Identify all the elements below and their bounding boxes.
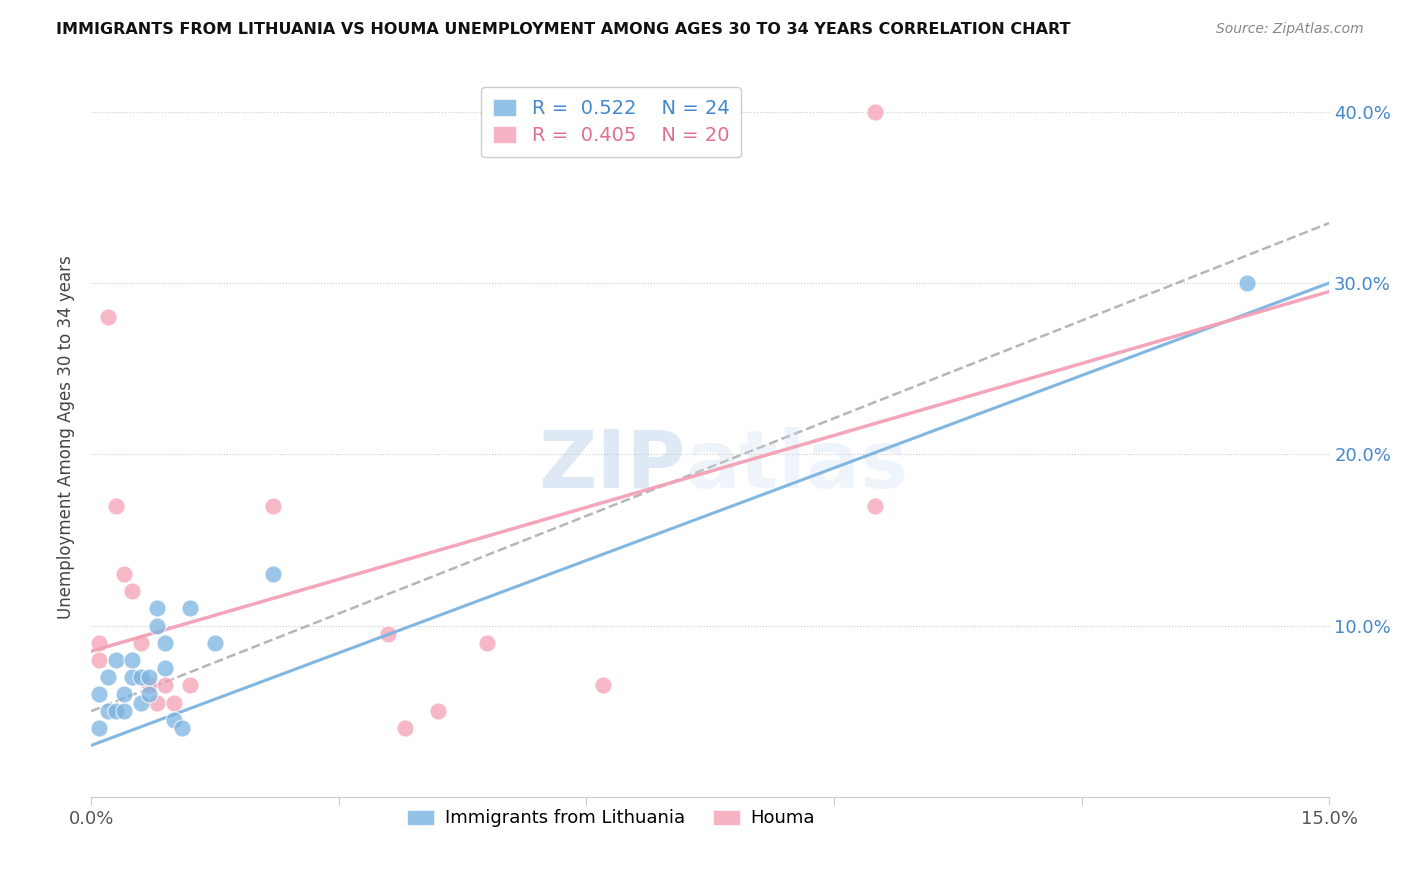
Point (97, 670, 120, 684)
Point (97, 310, 120, 325)
Point (121, 653, 143, 667)
Point (121, 670, 143, 684)
Point (112, 704, 135, 718)
Point (204, 635, 226, 649)
Point (592, 678, 614, 692)
Point (89, 687, 111, 701)
Y-axis label: Unemployment Among Ages 30 to 34 years: Unemployment Among Ages 30 to 34 years (58, 255, 75, 619)
Point (865, 104, 887, 119)
Legend: Immigrants from Lithuania, Houma: Immigrants from Lithuania, Houma (401, 802, 823, 835)
Point (394, 721, 416, 735)
Point (129, 635, 152, 649)
Point (104, 704, 127, 718)
Text: Source: ZipAtlas.com: Source: ZipAtlas.com (1216, 22, 1364, 37)
Point (138, 687, 160, 701)
Point (426, 704, 449, 718)
Point (146, 601, 169, 615)
Point (121, 584, 143, 599)
Point (170, 721, 193, 735)
Point (112, 567, 135, 582)
Text: ZIP: ZIP (538, 427, 686, 505)
Point (89, 653, 111, 667)
Point (97, 704, 120, 718)
Point (163, 696, 186, 710)
Point (155, 678, 177, 692)
Text: atlas: atlas (686, 427, 908, 505)
Point (104, 499, 127, 513)
Point (477, 635, 499, 649)
Point (1236, 276, 1258, 290)
Point (262, 499, 284, 513)
Point (112, 687, 135, 701)
Point (179, 678, 201, 692)
Point (179, 601, 201, 615)
Point (146, 618, 169, 632)
Point (155, 661, 177, 675)
Point (163, 713, 186, 727)
Point (104, 653, 127, 667)
Point (138, 678, 160, 692)
Point (146, 696, 169, 710)
Point (129, 696, 152, 710)
Point (89, 721, 111, 735)
Point (155, 635, 177, 649)
Point (129, 670, 152, 684)
Point (865, 499, 887, 513)
Point (138, 670, 160, 684)
Point (377, 627, 399, 641)
Point (89, 635, 111, 649)
Point (262, 567, 284, 582)
Text: IMMIGRANTS FROM LITHUANIA VS HOUMA UNEMPLOYMENT AMONG AGES 30 TO 34 YEARS CORREL: IMMIGRANTS FROM LITHUANIA VS HOUMA UNEMP… (56, 22, 1071, 37)
